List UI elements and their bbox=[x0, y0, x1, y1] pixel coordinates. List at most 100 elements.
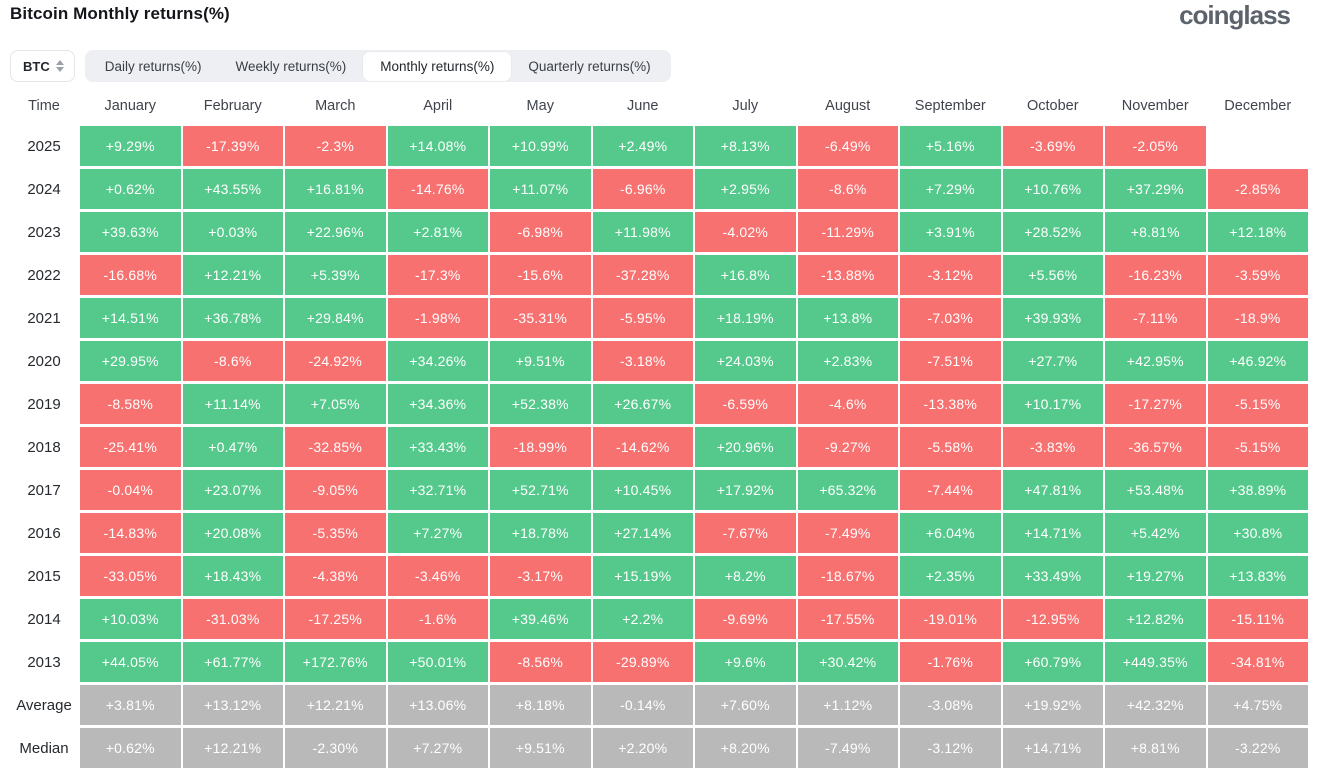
return-cell: -7.51% bbox=[900, 341, 1001, 381]
return-cell: +34.36% bbox=[387, 384, 488, 424]
return-cell: +5.39% bbox=[285, 255, 386, 295]
tab-weekly-returns[interactable]: Weekly returns(%) bbox=[235, 58, 347, 74]
return-cell: -0.04% bbox=[80, 470, 181, 510]
return-cell: +53.48% bbox=[1105, 470, 1206, 510]
return-cell: +10.76% bbox=[1002, 169, 1103, 209]
return-cell: +30.42% bbox=[797, 642, 898, 682]
return-cell: +38.89% bbox=[1207, 470, 1308, 510]
return-cell: +2.95% bbox=[695, 169, 796, 209]
table-row: 2025 +9.29% -17.39% -2.3% +14.08% +10.99% +2.4… bbox=[10, 126, 1308, 166]
return-cell: +12.21% bbox=[182, 255, 283, 295]
table-row: 2022 -16.68% +12.21% +5.39% -17.3% -15.6% -37.… bbox=[10, 255, 1308, 295]
row-label: 2020 bbox=[27, 352, 61, 370]
return-cell: +19.27% bbox=[1105, 556, 1206, 596]
return-cell: -3.69% bbox=[1002, 126, 1103, 166]
return-cell: -6.59% bbox=[695, 384, 796, 424]
row-label: 2019 bbox=[27, 395, 61, 413]
return-cell: -34.81% bbox=[1207, 642, 1308, 682]
return-cell: -5.35% bbox=[285, 513, 386, 553]
row-label: 2018 bbox=[27, 438, 61, 456]
return-cell: -5.15% bbox=[1207, 384, 1308, 424]
symbol-select-value: BTC bbox=[23, 58, 50, 74]
return-cell: +8.81% bbox=[1105, 212, 1206, 252]
return-cell: -1.98% bbox=[387, 298, 488, 338]
month-column-header: March bbox=[315, 98, 356, 114]
return-cell: +9.51% bbox=[490, 341, 591, 381]
return-cell: +7.27% bbox=[387, 728, 488, 768]
return-cell: +6.04% bbox=[900, 513, 1001, 553]
return-cell: -18.9% bbox=[1207, 298, 1308, 338]
return-cell: +2.81% bbox=[387, 212, 488, 252]
return-cell: -12.95% bbox=[1002, 599, 1103, 639]
return-cell: +42.32% bbox=[1105, 685, 1206, 725]
return-cell: -0.14% bbox=[592, 685, 693, 725]
return-cell: -3.08% bbox=[900, 685, 1001, 725]
return-cell: -14.83% bbox=[80, 513, 181, 553]
return-cell: +39.46% bbox=[490, 599, 591, 639]
return-cell: +9.51% bbox=[490, 728, 591, 768]
return-cell: -13.88% bbox=[797, 255, 898, 295]
return-cell: +0.47% bbox=[182, 427, 283, 467]
tab-daily-returns[interactable]: Daily returns(%) bbox=[104, 58, 202, 74]
return-cell: +14.08% bbox=[387, 126, 488, 166]
return-cell: -4.38% bbox=[285, 556, 386, 596]
return-cell: -37.28% bbox=[592, 255, 693, 295]
return-cell: +5.42% bbox=[1105, 513, 1206, 553]
return-cell: +43.55% bbox=[182, 169, 283, 209]
return-cell: +8.18% bbox=[490, 685, 591, 725]
return-cell: -13.38% bbox=[900, 384, 1001, 424]
table-row: 2023 +39.63% +0.03% +22.96% +2.81% -6.98% +11.… bbox=[10, 212, 1308, 252]
return-cell: +37.29% bbox=[1105, 169, 1206, 209]
return-cell: -16.23% bbox=[1105, 255, 1206, 295]
return-cell: -7.44% bbox=[900, 470, 1001, 510]
return-cell: -7.03% bbox=[900, 298, 1001, 338]
return-cell: +3.91% bbox=[900, 212, 1001, 252]
return-cell: -7.67% bbox=[695, 513, 796, 553]
return-cell: +60.79% bbox=[1002, 642, 1103, 682]
return-cell: +8.20% bbox=[695, 728, 796, 768]
row-label: 2025 bbox=[27, 137, 61, 155]
return-cell: -5.15% bbox=[1207, 427, 1308, 467]
return-cell: +1.12% bbox=[797, 685, 898, 725]
return-cell: +12.82% bbox=[1105, 599, 1206, 639]
return-cell: +0.62% bbox=[80, 728, 181, 768]
return-cell: -7.49% bbox=[797, 513, 898, 553]
coinglass-logo: coinglass bbox=[1179, 0, 1291, 30]
return-cell: +65.32% bbox=[797, 470, 898, 510]
return-cell: +36.78% bbox=[182, 298, 283, 338]
return-cell: -1.6% bbox=[387, 599, 488, 639]
table-row: 2014 +10.03% -31.03% -17.25% -1.6% +39.46% +2.… bbox=[10, 599, 1308, 639]
month-column-header: December bbox=[1224, 98, 1292, 114]
return-cell: +13.83% bbox=[1207, 556, 1308, 596]
return-cell: +13.12% bbox=[182, 685, 283, 725]
return-cell: +2.2% bbox=[592, 599, 693, 639]
return-cell: +14.71% bbox=[1002, 513, 1103, 553]
symbol-select[interactable]: BTC bbox=[10, 50, 75, 82]
return-cell: +7.27% bbox=[387, 513, 488, 553]
return-cell: -2.3% bbox=[285, 126, 386, 166]
return-cell: -2.85% bbox=[1207, 169, 1308, 209]
return-cell: -33.05% bbox=[80, 556, 181, 596]
return-cell: +172.76% bbox=[285, 642, 386, 682]
return-cell: -31.03% bbox=[182, 599, 283, 639]
page-title: Bitcoin Monthly returns(%) bbox=[10, 4, 230, 23]
return-cell: +34.26% bbox=[387, 341, 488, 381]
return-cell: -14.62% bbox=[592, 427, 693, 467]
return-cell: +10.17% bbox=[1002, 384, 1103, 424]
row-label: 2017 bbox=[27, 481, 61, 499]
return-cell: -8.6% bbox=[797, 169, 898, 209]
month-column-header: August bbox=[825, 98, 871, 114]
return-cell: -5.95% bbox=[592, 298, 693, 338]
row-label: Average bbox=[16, 696, 72, 714]
return-cell: -14.76% bbox=[387, 169, 488, 209]
return-cell: +23.07% bbox=[182, 470, 283, 510]
updown-chevron-icon bbox=[55, 60, 64, 72]
return-cell: +29.84% bbox=[285, 298, 386, 338]
table-row: 2019 -8.58% +11.14% +7.05% +34.36% +52.38% +26… bbox=[10, 384, 1308, 424]
return-cell: +9.29% bbox=[80, 126, 181, 166]
month-column-header: January bbox=[104, 98, 157, 114]
tab-monthly-returns[interactable]: Monthly returns(%) bbox=[363, 51, 512, 81]
tab-quarterly-returns[interactable]: Quarterly returns(%) bbox=[528, 58, 651, 74]
return-cell: +7.05% bbox=[285, 384, 386, 424]
month-column-header: September bbox=[914, 98, 986, 114]
